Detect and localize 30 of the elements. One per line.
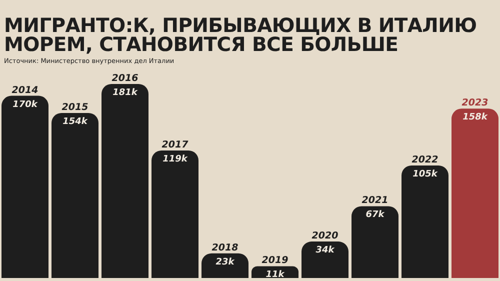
- bar: [452, 108, 498, 278]
- data-label: 158k: [462, 112, 488, 123]
- bar: [402, 165, 448, 278]
- x-tick-label: 2016: [112, 73, 139, 84]
- x-tick-label: 2020: [312, 230, 339, 242]
- x-tick-label: 2023: [462, 98, 489, 109]
- bar: [202, 253, 248, 278]
- x-tick-label: 2014: [12, 84, 39, 96]
- data-label: 170k: [12, 100, 38, 110]
- data-label: 67k: [366, 210, 386, 220]
- x-tick-label: 2021: [362, 195, 388, 206]
- data-label: 181k: [112, 88, 138, 98]
- bar: [102, 84, 148, 278]
- data-label: 154k: [62, 116, 88, 127]
- data-label: 119k: [162, 154, 188, 164]
- chart-title: МИГРАНТО:К, ПРИБЫВАЮЩИХ В ИТАЛИЮ МОРЕМ, СТАНОВИТСЯ ВСЕ БОЛЬШЕ: [4, 14, 478, 56]
- bar: [152, 150, 198, 278]
- x-tick-label: 2019: [262, 255, 289, 266]
- data-label: 34k: [316, 246, 336, 256]
- data-label: 11k: [266, 270, 286, 280]
- x-tick-label: 2015: [62, 102, 89, 113]
- x-tick-label: 2018: [212, 242, 239, 254]
- data-label: 105k: [412, 169, 438, 180]
- bar: [352, 206, 398, 278]
- bar: [302, 242, 348, 278]
- bar: [52, 112, 98, 278]
- x-tick-label: 2022: [412, 154, 439, 166]
- bar: [2, 96, 48, 278]
- x-tick-label: 2017: [162, 139, 189, 150]
- data-label: 23k: [216, 257, 236, 268]
